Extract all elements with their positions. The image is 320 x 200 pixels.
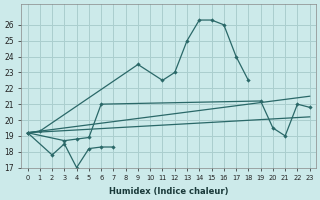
X-axis label: Humidex (Indice chaleur): Humidex (Indice chaleur)	[109, 187, 228, 196]
